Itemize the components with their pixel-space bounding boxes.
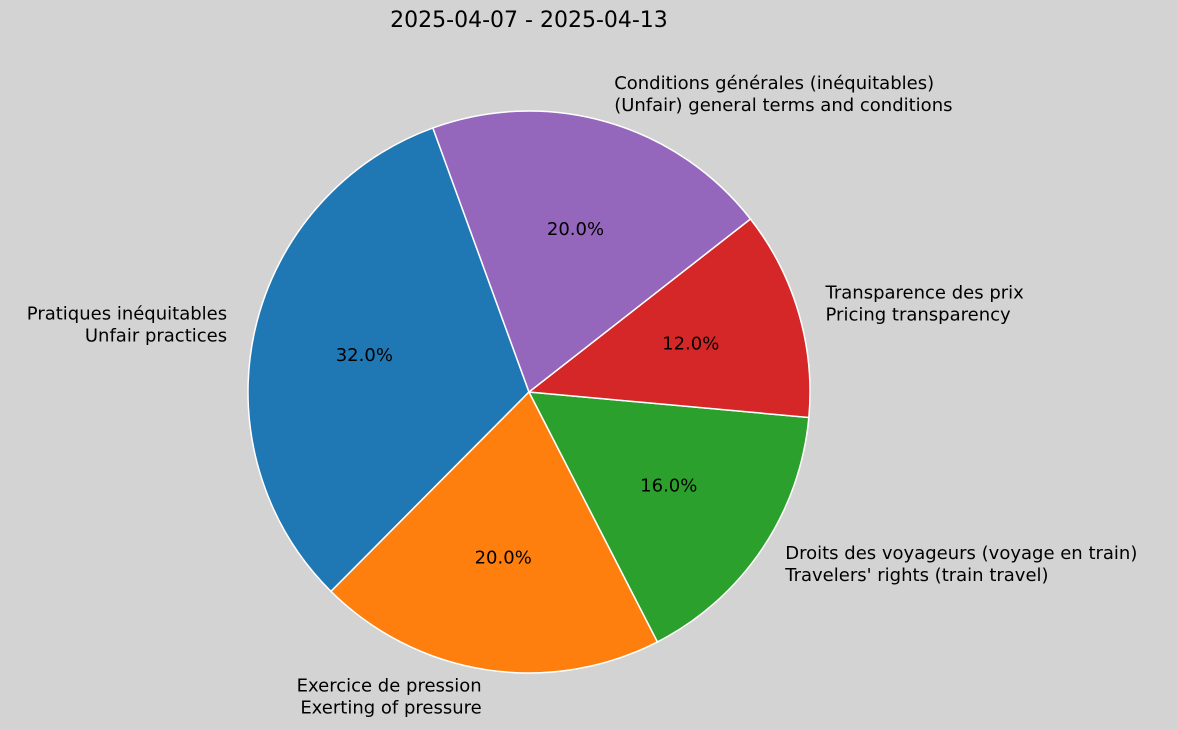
- value-label: 20.0%: [547, 219, 604, 240]
- slice-label: Transparence des prix: [825, 283, 1025, 304]
- value-label: 32.0%: [336, 345, 393, 366]
- slice-label: Conditions générales (inéquitables): [614, 73, 934, 94]
- slice-label: Unfair practices: [85, 326, 227, 347]
- pie-slice: [527, 391, 810, 643]
- slice-label: Exercice de pression: [297, 675, 482, 696]
- slice-label: Droits des voyageurs (voyage en train): [785, 543, 1137, 564]
- value-label: 12.0%: [662, 333, 719, 354]
- chart-title: 2025-04-07 - 2025-04-13: [390, 8, 668, 33]
- slice-label: Exerting of pressure: [300, 697, 481, 718]
- pie-slice: [431, 110, 752, 394]
- slice-label: Pratiques inéquitables: [27, 304, 227, 325]
- slice-label: Pricing transparency: [826, 305, 1012, 326]
- value-label: 16.0%: [640, 475, 697, 496]
- slice-label: (Unfair) general terms and conditions: [614, 95, 952, 116]
- pie-slice: [527, 217, 811, 419]
- slice-label: Travelers' rights (train travel): [784, 565, 1048, 586]
- pie-slice: [329, 390, 659, 674]
- value-label: 20.0%: [475, 548, 532, 569]
- pie-slice: [247, 126, 530, 593]
